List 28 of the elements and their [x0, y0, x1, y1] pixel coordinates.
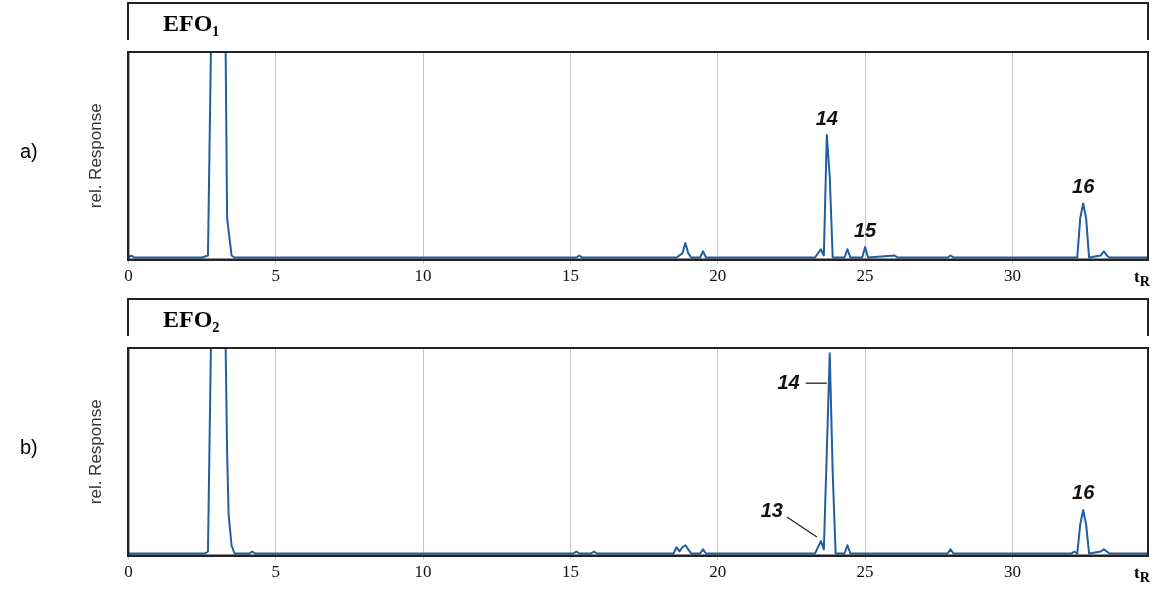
y-axis-title: rel. Response [85, 103, 105, 209]
x-tick-label: 15 [561, 266, 579, 286]
x-tick-label: 30 [1003, 562, 1021, 582]
x-tick-label: 25 [856, 562, 874, 582]
x-tick-label: 30 [1003, 266, 1021, 286]
chart-title: EFO₁ [127, 2, 1149, 40]
x-tick-label: 0 [124, 266, 133, 286]
y-axis-title: rel. Response [85, 399, 105, 505]
x-tick-label: 20 [709, 266, 727, 286]
x-tick-label: 0 [124, 562, 133, 582]
x-tick-label: 15 [561, 562, 579, 582]
text: a) [20, 140, 38, 163]
annotation: 14 [777, 370, 800, 393]
x-tick-label: 25 [856, 266, 874, 286]
annotation: 15 [853, 218, 878, 241]
text: b) [20, 436, 38, 459]
annotation: 16 [1072, 175, 1096, 198]
x-tick-label: 5 [271, 562, 280, 582]
x-tick-label: 10 [414, 562, 432, 582]
x-tick-label: 10 [414, 266, 432, 286]
annotation: 14 [815, 106, 838, 129]
x-tick-label: 5 [271, 266, 280, 286]
annotation: 13 [760, 498, 783, 521]
x-axis-title: t$_{R}$ [1134, 562, 1150, 586]
x-tick-label: 20 [709, 562, 727, 582]
annotation: 16 [1072, 481, 1096, 504]
x-axis-title: t$_{R}$ [1134, 266, 1150, 290]
chart-title: EFO₂ [127, 298, 1149, 336]
